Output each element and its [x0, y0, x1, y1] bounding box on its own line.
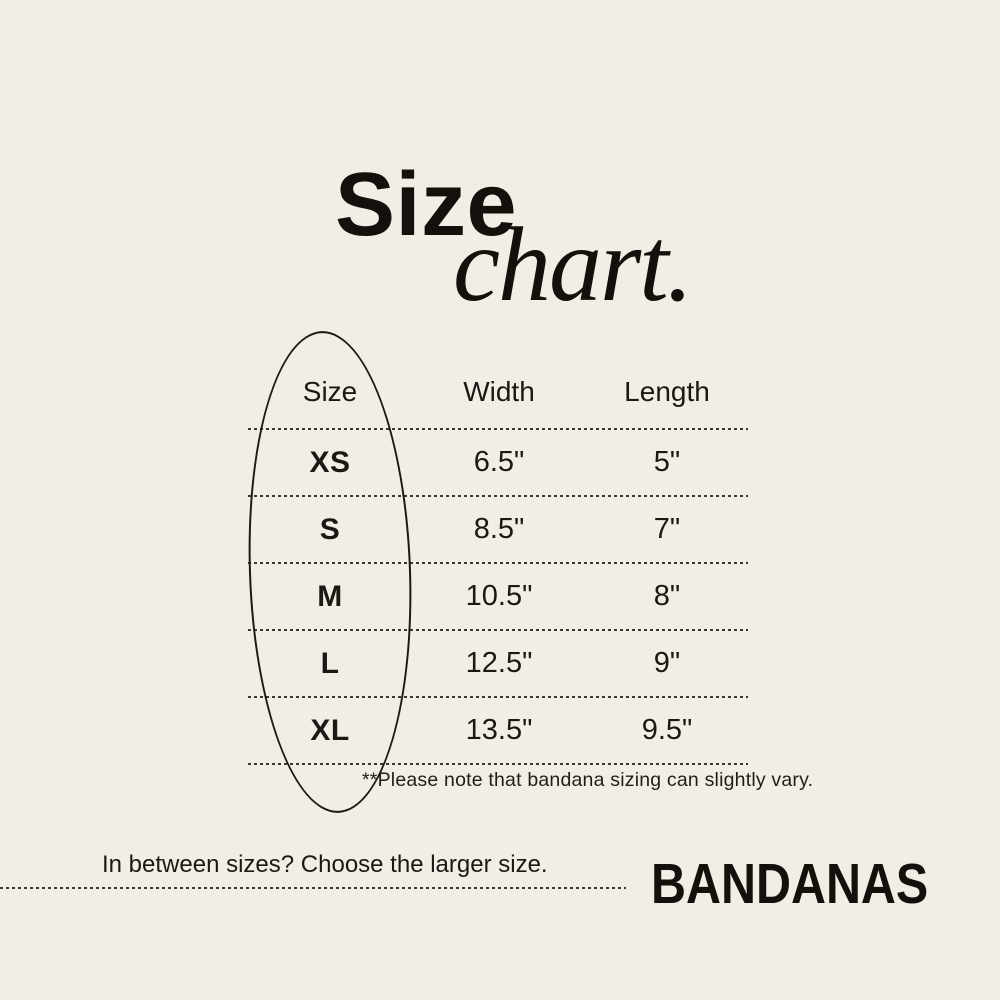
size-label: XS — [309, 445, 351, 479]
table-row-l: L 12.5" 9" — [248, 631, 748, 696]
sizing-footnote: **Please note that bandana sizing can sl… — [362, 769, 814, 791]
row-divider — [248, 696, 748, 698]
table-row-s: S 8.5" 7" — [248, 497, 748, 562]
row-divider — [248, 428, 748, 430]
table-header-row: Size Width Length — [248, 356, 748, 428]
width-value: 13.5" — [465, 714, 533, 746]
between-sizes-tip: In between sizes? Choose the larger size… — [102, 851, 548, 878]
row-divider — [248, 495, 748, 497]
size-label: XL — [310, 713, 350, 747]
size-label: S — [319, 512, 341, 546]
size-label: L — [320, 646, 340, 680]
column-header-width: Width — [463, 376, 535, 407]
length-value: 8" — [653, 580, 681, 612]
row-divider — [248, 629, 748, 631]
table-row-m: M 10.5" 8" — [248, 564, 748, 629]
length-value: 9.5" — [641, 714, 693, 746]
table-row-xl: XL 13.5" 9.5" — [248, 698, 748, 763]
table-row-xs: XS 6.5" 5" — [248, 430, 748, 495]
size-label: M — [317, 579, 343, 613]
title-chart-script-word: chart. — [453, 206, 693, 323]
row-divider — [248, 763, 748, 765]
width-value: 10.5" — [465, 580, 533, 612]
footer-divider — [0, 887, 626, 889]
title-size-word: Size — [335, 155, 518, 255]
size-table: Size Width Length XS 6.5" 5" S 8.5" 7" M… — [248, 356, 748, 765]
length-value: 5" — [653, 446, 681, 478]
length-value: 7" — [653, 513, 681, 545]
width-value: 6.5" — [473, 446, 525, 478]
product-name: BANDANAS — [651, 852, 929, 916]
length-value: 9" — [653, 647, 681, 679]
width-value: 8.5" — [473, 513, 525, 545]
width-value: 12.5" — [465, 647, 533, 679]
row-divider — [248, 562, 748, 564]
column-header-length: Length — [624, 376, 710, 407]
column-header-size: Size — [302, 376, 358, 407]
